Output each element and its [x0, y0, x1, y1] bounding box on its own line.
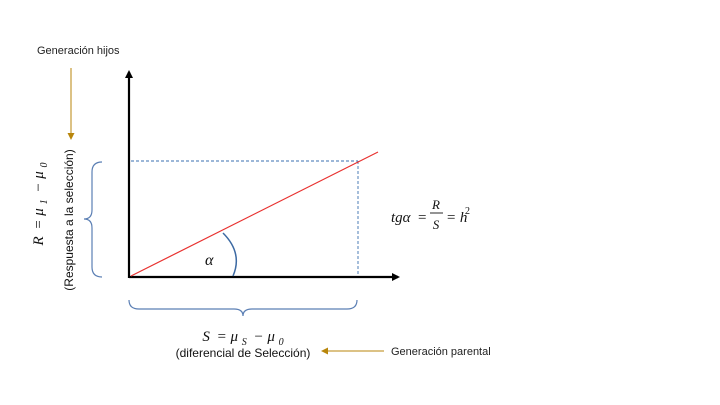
angle-label: α [205, 252, 214, 269]
y-formula: R = μ 1 − μ 0 [31, 163, 51, 247]
x-formula-subs: S [242, 337, 247, 348]
x-formula-minus: − μ [254, 329, 276, 345]
x-formula-s: S [202, 329, 210, 345]
angle-arc [222, 232, 238, 277]
x-formula-eq: = μ [217, 329, 239, 345]
heritability-eq1: = [418, 210, 426, 226]
parental-generation-label: Generación parental [391, 346, 491, 358]
regression-line [130, 151, 379, 277]
heritability-eq2: = h [446, 210, 467, 226]
heritability-formula: tgα = R S = h 2 [391, 197, 470, 232]
heritability-exponent: 2 [465, 206, 470, 217]
y-formula-sub0: 0 [39, 163, 50, 168]
svg-text:R = μ 1 − μ: R = μ 1 − μ 0 [31, 163, 51, 247]
y-caption-group: (Respuesta a la selección) [62, 149, 76, 290]
x-brace [128, 299, 358, 317]
y-caption: (Respuesta a la selección) [62, 149, 76, 290]
offspring-generation-label: Generación hijos [37, 45, 120, 57]
x-formula-sub0: 0 [279, 337, 284, 348]
x-caption: (diferencial de Selección) [176, 346, 311, 360]
y-formula-sub1: 1 [39, 199, 50, 204]
heritability-denominator: S [433, 217, 440, 232]
y-formula-eq: = μ [31, 208, 47, 230]
heritability-lhs: tgα [391, 210, 412, 226]
y-formula-minus: − μ [31, 171, 47, 193]
y-brace [83, 161, 103, 278]
x-formula: S = μ S − μ 0 [202, 329, 283, 349]
y-formula-r: R [31, 236, 47, 246]
heritability-numerator: R [431, 197, 440, 212]
